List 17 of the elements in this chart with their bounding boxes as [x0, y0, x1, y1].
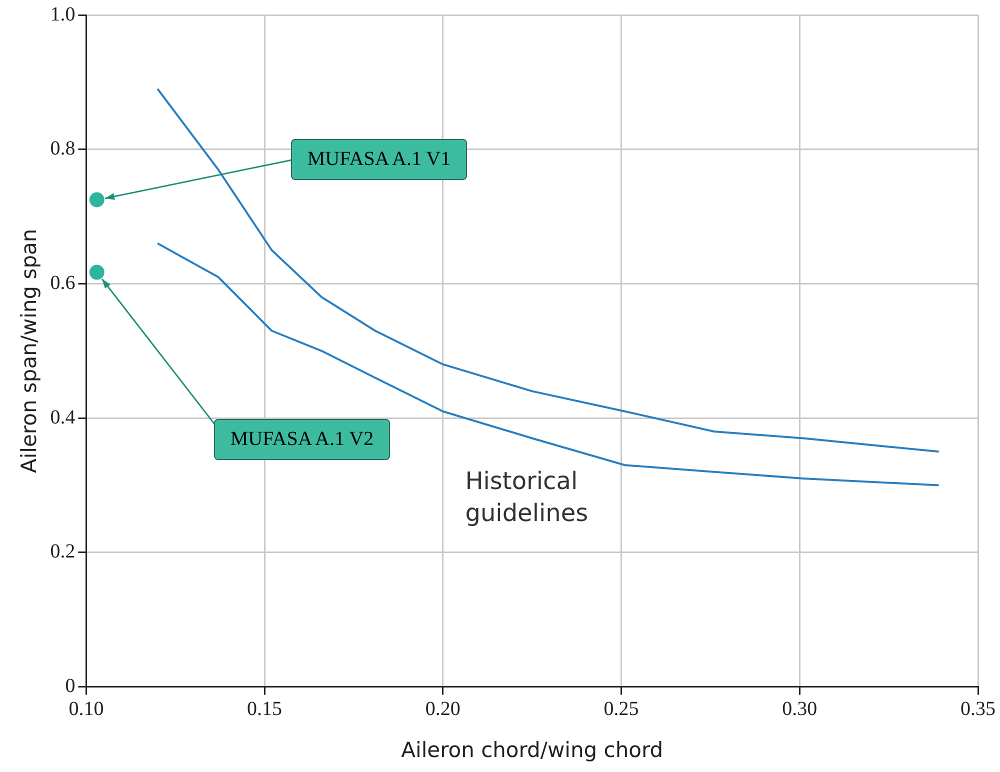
y-tick-label: 1.0 [50, 3, 76, 26]
y-tick-label: 0 [65, 675, 76, 698]
x-tick-label: 0.20 [425, 698, 460, 720]
x-tick-label: 0.10 [68, 698, 104, 720]
annotation: MUFASA A.1 V2 [214, 418, 390, 460]
x-tick-label: 0.35 [960, 698, 996, 720]
annotation: Historical guidelines [465, 466, 590, 530]
y-tick-label: 0.8 [50, 138, 76, 160]
x-tick-label: 0.30 [782, 698, 818, 720]
y-axis-title: Aileron span/wing span [17, 228, 42, 474]
y-tick-label: 0.2 [50, 540, 76, 563]
y-tick-label: 0.4 [50, 406, 76, 428]
x-tick-label: 0.15 [247, 698, 282, 720]
y-tick-label: 0.6 [50, 272, 76, 294]
annotation: MUFASA A.1 V1 [291, 139, 467, 180]
x-tick-label: 0.25 [604, 698, 639, 720]
x-axis-title: Aileron chord/wing chord [401, 738, 664, 762]
